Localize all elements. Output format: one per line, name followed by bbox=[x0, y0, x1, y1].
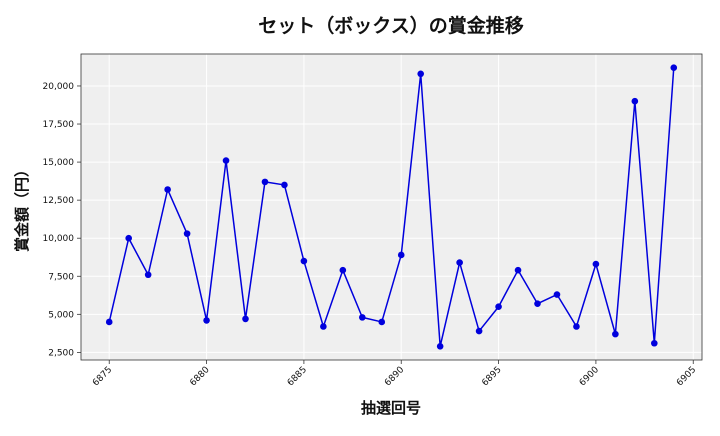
y-tick-label: 17,500 bbox=[43, 120, 75, 130]
data-point bbox=[495, 303, 502, 311]
x-tick-label: 6900 bbox=[578, 365, 601, 388]
data-point bbox=[456, 259, 463, 266]
chart-title: セット（ボックス）の賞金推移 bbox=[258, 14, 523, 37]
data-point bbox=[514, 266, 522, 274]
x-axis-label: 抽選回号 bbox=[361, 399, 421, 417]
data-point bbox=[631, 97, 639, 105]
data-point bbox=[261, 178, 269, 186]
y-tick-label: 2,500 bbox=[48, 348, 74, 358]
data-point bbox=[651, 339, 658, 347]
data-point bbox=[417, 70, 425, 78]
data-point bbox=[670, 64, 678, 72]
grid-lines bbox=[81, 54, 702, 360]
series-line bbox=[108, 67, 675, 348]
data-point bbox=[144, 271, 152, 279]
data-point bbox=[105, 318, 113, 326]
x-tick-label: 6875 bbox=[91, 365, 114, 388]
data-point bbox=[475, 327, 483, 335]
y-tick-label: 20,000 bbox=[43, 82, 75, 92]
series-layer bbox=[105, 64, 678, 350]
y-tick-label: 12,500 bbox=[43, 196, 75, 206]
y-tick-label: 5,000 bbox=[48, 310, 74, 320]
data-point bbox=[125, 234, 132, 242]
data-point bbox=[358, 314, 366, 321]
y-tick-label: 7,500 bbox=[48, 272, 74, 282]
data-point bbox=[534, 300, 541, 307]
data-point bbox=[281, 181, 288, 189]
data-point bbox=[164, 186, 171, 193]
y-tick-label: 10,000 bbox=[43, 234, 75, 244]
y-tick-label: 15,000 bbox=[43, 158, 75, 168]
plot-frame bbox=[80, 53, 703, 361]
data-point bbox=[203, 317, 210, 324]
plot-background bbox=[81, 54, 702, 360]
data-point bbox=[300, 257, 308, 265]
data-point bbox=[378, 318, 386, 326]
x-tick-label: 6885 bbox=[286, 365, 309, 388]
data-point bbox=[339, 266, 347, 274]
x-tick-label: 6890 bbox=[383, 365, 406, 388]
x-tick-label: 6880 bbox=[188, 365, 211, 388]
data-point bbox=[436, 342, 444, 350]
data-point bbox=[592, 260, 600, 268]
data-point bbox=[553, 291, 561, 298]
x-tick-label: 6905 bbox=[675, 365, 698, 388]
data-point bbox=[397, 251, 405, 259]
data-point bbox=[320, 323, 327, 330]
x-tick-label: 6895 bbox=[480, 365, 503, 388]
data-point bbox=[573, 323, 580, 330]
data-point bbox=[183, 230, 191, 237]
data-point bbox=[612, 330, 619, 338]
y-axis-label: 賞金額（円） bbox=[13, 162, 31, 252]
data-point bbox=[222, 157, 230, 164]
data-point bbox=[242, 315, 249, 323]
